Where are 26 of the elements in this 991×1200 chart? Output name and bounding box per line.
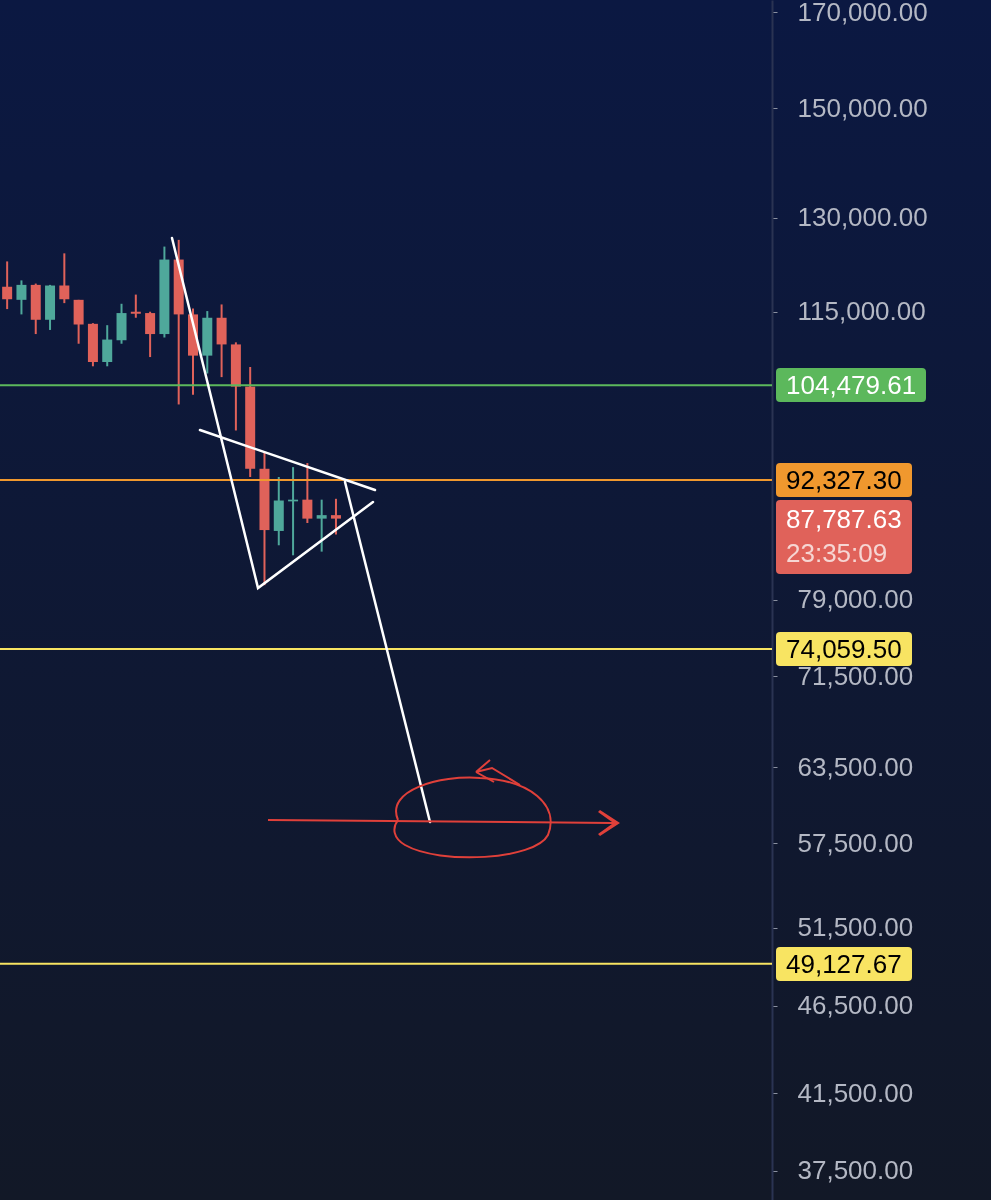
candlestick xyxy=(2,260,13,311)
ref-line-label: 74,059.50 xyxy=(776,632,912,667)
ref-line-label: 104,479.61 xyxy=(776,368,927,403)
candlestick xyxy=(145,310,156,359)
text: 23:35:09 xyxy=(786,536,889,570)
candlestick xyxy=(130,293,141,319)
y-tick-label: 51,500.00 xyxy=(797,912,914,943)
text: 87,787.63 xyxy=(786,502,902,536)
ref-line-label: 92,327.30 xyxy=(776,463,912,498)
candlestick xyxy=(102,324,113,368)
y-tick-label: 170,000.00 xyxy=(797,0,928,27)
y-tick-label: 41,500.00 xyxy=(797,1077,914,1108)
candlestick xyxy=(302,462,313,525)
y-tick-label: 37,500.00 xyxy=(797,1155,914,1186)
candlestick xyxy=(316,498,327,553)
y-tick-label: 46,500.00 xyxy=(797,990,914,1021)
y-tick-label: 79,000.00 xyxy=(797,584,914,615)
y-tick-label: 130,000.00 xyxy=(797,202,928,233)
candlestick xyxy=(59,252,70,305)
y-tick-label: 63,500.00 xyxy=(797,751,914,782)
candlestick xyxy=(330,497,341,536)
y-tick-label: 150,000.00 xyxy=(797,92,928,123)
y-tick-label: 57,500.00 xyxy=(797,827,914,858)
candlestick xyxy=(16,279,27,316)
y-tick-label: 115,000.00 xyxy=(797,296,926,327)
ref-line-label: 49,127.67 xyxy=(776,946,912,981)
